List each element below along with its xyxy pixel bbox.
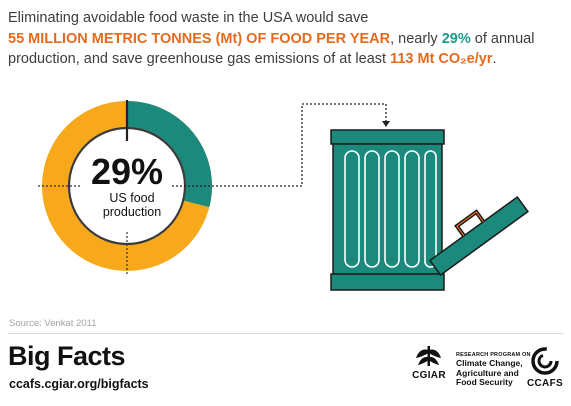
brand-title: Big Facts [8,341,126,371]
trash-bin-lid [428,195,529,277]
program-label-small: RESEARCH PROGRAM ON [456,352,531,358]
ccafs-logo-text: CCAFS [527,378,563,389]
trash-bin-icon [330,129,529,291]
connector-arrow [172,103,390,187]
trash-bin-lid-plate [428,195,529,277]
headline-text-3: of annual production, and save greenhous… [8,30,535,68]
ccafs-logo-icon [531,347,559,375]
headline: Eliminating avoidable food waste in the … [8,8,563,70]
cgiar-logo[interactable]: CGIAR [407,346,451,381]
headline-percent: 29% [441,30,471,47]
cgiar-logo-text: CGIAR [412,370,446,381]
donut-share-arc [126,101,212,208]
source-note: Source: Venkat 2011 [9,318,97,329]
donut-caption-line2: production [103,205,161,219]
cgiar-logo-icon [416,346,441,366]
trash-bin-lid-handle-inner [456,211,484,237]
donut-caption-line1: US food [109,191,154,205]
donut-value-label: 29% [91,151,163,192]
connector-arrowhead [382,121,390,127]
headline-emissions: 113 Mt CO₂e/yr [390,51,493,67]
headline-intro: Eliminating avoidable food waste in the … [8,10,369,26]
program-line-2: Agriculture and [456,367,519,378]
connector-dashed-line [172,103,387,187]
donut-chart: 29% US food production [38,100,212,276]
brand-url-link[interactable]: ccafs.cgiar.org/bigfacts [9,377,149,391]
headline-text-4: . [492,51,497,67]
program-line-1: Climate Change, [456,358,523,368]
program-line-3: Food Security [456,377,513,388]
headline-text-2: , nearly [390,30,442,47]
trash-bin-rim [330,129,445,145]
ccafs-logo[interactable]: CCAFS [525,345,565,389]
trash-bin-ribs [344,150,437,268]
trash-bin-body [332,143,443,275]
trash-bin-base [330,273,445,291]
headline-highlight: 55 MILLION METRIC TONNES (Mt) OF FOOD PE… [8,30,391,47]
footer-divider [8,333,563,334]
research-program-logo[interactable]: RESEARCH PROGRAM ON Climate Change, Agri… [456,352,531,388]
